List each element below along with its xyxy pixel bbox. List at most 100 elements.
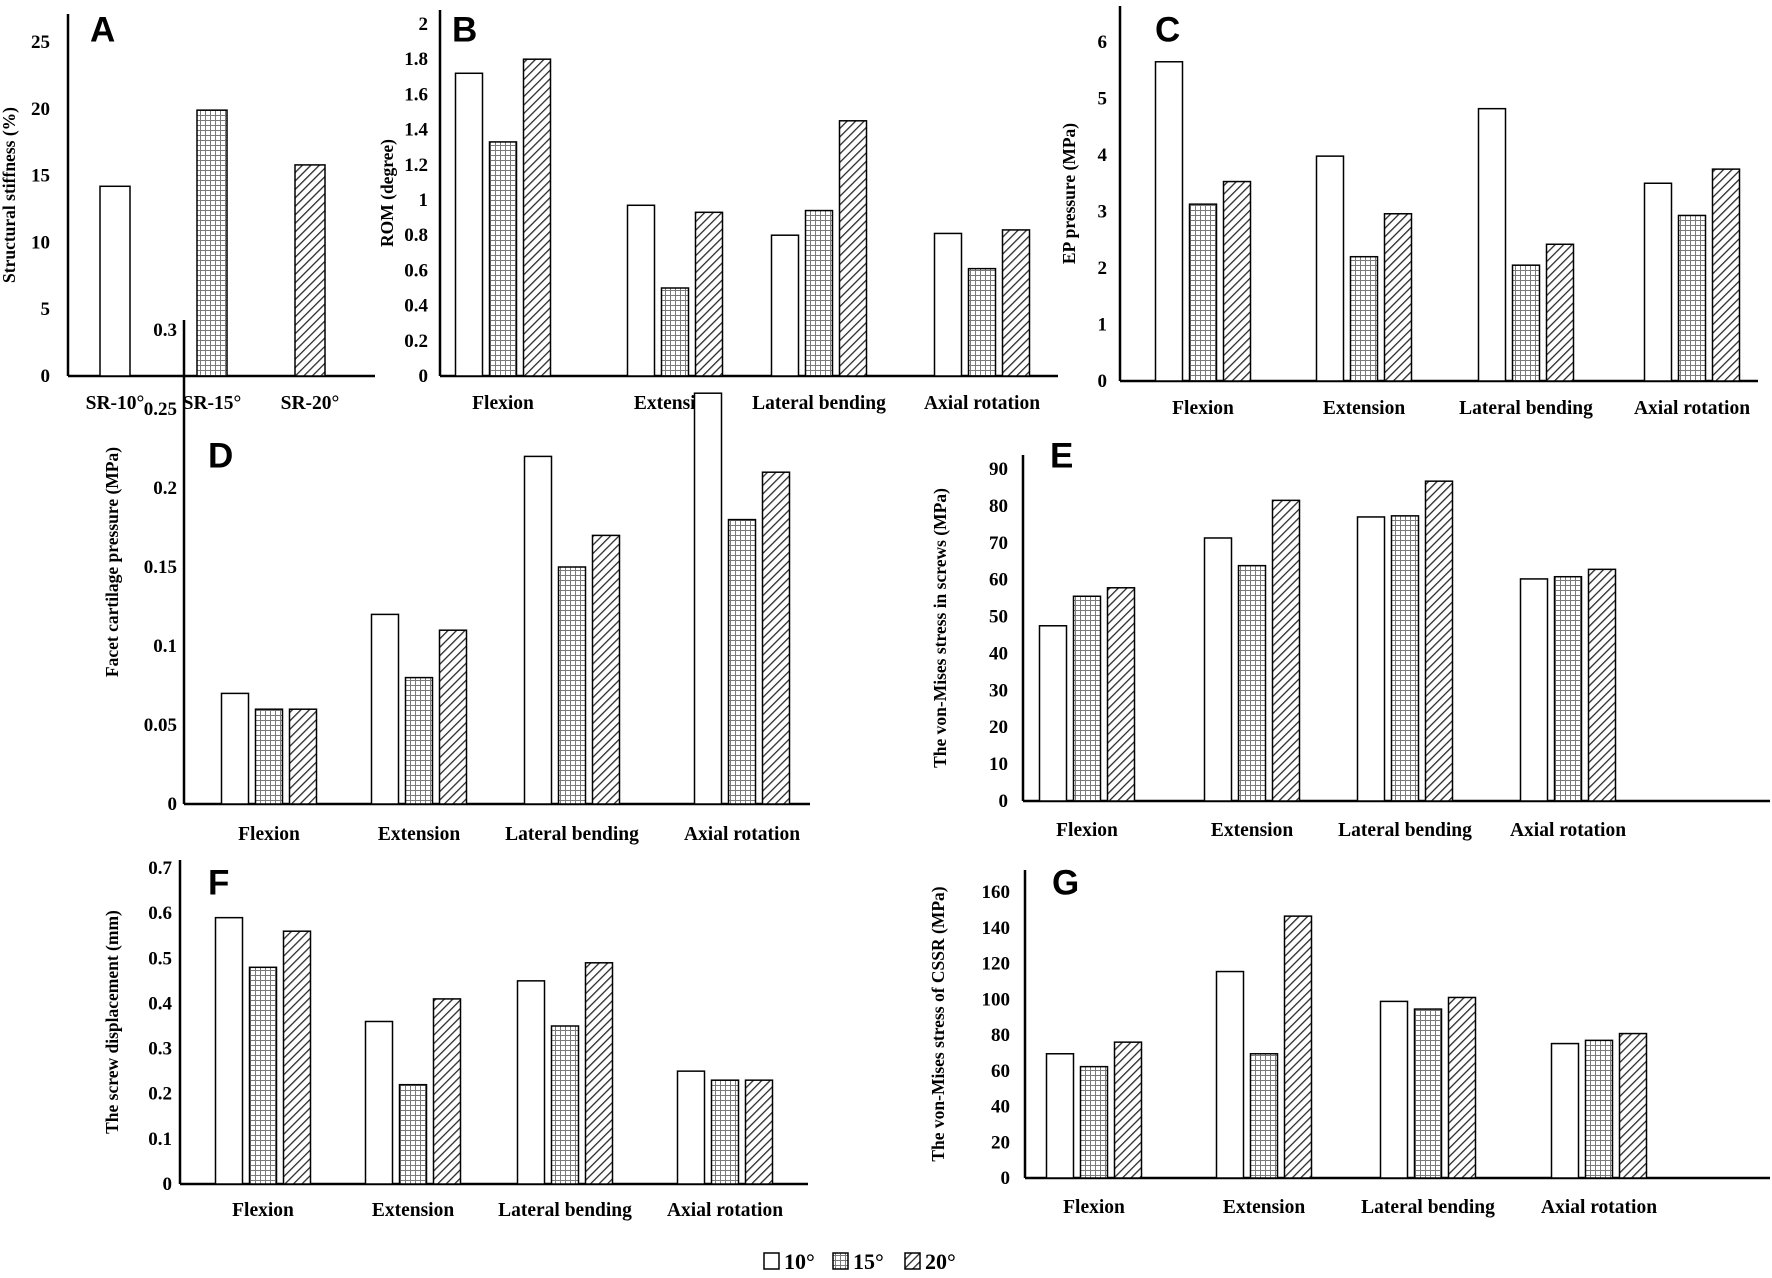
x-category-label: Extension xyxy=(1223,1197,1306,1218)
y-tick-label: 0.05 xyxy=(144,715,177,736)
chart-panel-e: 0 10 20 30 40 50 60 70 80 90 The von-Mises stress … xyxy=(930,436,1770,841)
y-tick-label: 5 xyxy=(41,299,51,320)
x-category-label: SR-10° xyxy=(86,393,145,414)
bar-series-1 xyxy=(220,692,250,805)
bar-series-2 xyxy=(550,1025,580,1185)
x-category-label: Lateral bending xyxy=(752,393,886,414)
bar-series-2 xyxy=(804,209,834,377)
chart-panel-a: 0 5 10 15 20 25 Structural stiffness (%) A SR-10… xyxy=(0,10,375,414)
legend-swatch xyxy=(832,1252,849,1270)
y-tick-label: 0.1 xyxy=(153,636,177,657)
bar-series-3 xyxy=(1545,243,1575,382)
x-category-label: Axial rotation xyxy=(1634,398,1750,419)
bar-series-1 xyxy=(1315,155,1345,382)
bar-series-3 xyxy=(591,534,621,805)
x-category-label: Flexion xyxy=(238,824,300,845)
bar-series-2 xyxy=(1188,203,1218,382)
bar-series-1 xyxy=(1045,1053,1075,1179)
y-tick-label: 90 xyxy=(989,459,1008,480)
y-tick-label: 60 xyxy=(991,1061,1010,1082)
y-axis-title: The von-Mises stress of CSSR (MPa) xyxy=(928,886,948,1161)
bar-series-3 xyxy=(1001,229,1031,377)
y-tick-label: 0.1 xyxy=(148,1129,172,1150)
y-tick-label: 40 xyxy=(989,643,1008,664)
y-tick-label: 15 xyxy=(31,166,50,187)
y-tick-label: 10 xyxy=(989,754,1008,775)
y-tick-label: 3 xyxy=(1098,202,1108,223)
y-tick-label: 6 xyxy=(1098,32,1108,53)
bar-series-3 xyxy=(432,998,462,1185)
bar-series-1 xyxy=(214,916,244,1185)
bar-series-2 xyxy=(1349,255,1379,382)
x-category-label: Extension xyxy=(378,824,461,845)
panel-label: G xyxy=(1052,863,1079,902)
bar-series-2 xyxy=(1237,564,1267,802)
bar-series-1 xyxy=(1643,182,1673,382)
y-tick-label: 0.2 xyxy=(153,478,177,499)
bar-series-1 xyxy=(1038,625,1068,802)
bar-series-3 xyxy=(838,120,868,377)
bar-series-1 xyxy=(454,72,484,377)
legend-item: 10° xyxy=(763,1249,815,1274)
x-category-label: Lateral bending xyxy=(1338,820,1472,841)
y-tick-label: 0 xyxy=(1001,1168,1011,1189)
y-axis-title: Structural stiffness (%) xyxy=(0,107,19,283)
bar-series-1 xyxy=(370,613,400,805)
panel-label: A xyxy=(90,10,115,49)
bar-series-2 xyxy=(967,267,997,377)
y-tick-label: 160 xyxy=(982,882,1011,903)
y-tick-label: 80 xyxy=(991,1025,1010,1046)
bar-series-3 xyxy=(522,58,552,377)
legend-item: 15° xyxy=(832,1249,884,1274)
y-tick-label: 1 xyxy=(1098,315,1108,336)
bar-series-2 xyxy=(254,708,284,805)
y-tick-label: 100 xyxy=(982,989,1011,1010)
bar-sr-20- xyxy=(294,164,326,377)
x-category-label: Lateral bending xyxy=(505,824,639,845)
bar-series-3 xyxy=(1587,568,1617,802)
y-tick-label: 1.2 xyxy=(404,155,428,176)
y-tick-label: 0.5 xyxy=(148,948,172,969)
y-tick-label: 1.8 xyxy=(404,49,428,70)
x-category-label: SR-20° xyxy=(281,393,340,414)
x-category-label: Extension xyxy=(372,1200,455,1221)
y-axis-title: The von-Mises stress in screws (MPa) xyxy=(930,488,950,768)
bar-series-3 xyxy=(1283,915,1313,1179)
y-tick-label: 10 xyxy=(31,232,50,253)
panel-label: B xyxy=(452,10,477,49)
y-tick-label: 1.6 xyxy=(404,84,428,105)
y-tick-label: 0.4 xyxy=(404,296,428,317)
bar-series-2 xyxy=(557,566,587,805)
bar-series-3 xyxy=(1383,213,1413,382)
bar-sr-10- xyxy=(99,185,131,377)
bar-series-3 xyxy=(1618,1032,1648,1179)
x-category-label: Extension xyxy=(1323,398,1406,419)
bar-series-3 xyxy=(761,471,791,805)
bar-series-1 xyxy=(523,455,553,805)
legend-label: 15° xyxy=(853,1249,884,1274)
y-tick-label: 0.4 xyxy=(148,993,172,1014)
bar-series-3 xyxy=(1113,1041,1143,1179)
y-tick-label: 30 xyxy=(989,680,1008,701)
y-tick-label: 5 xyxy=(1098,89,1108,110)
x-category-label: Flexion xyxy=(1056,820,1118,841)
y-tick-label: 0.7 xyxy=(148,858,172,879)
panel-label: E xyxy=(1050,436,1073,475)
y-tick-label: 0 xyxy=(419,366,429,387)
y-tick-label: 2 xyxy=(1098,258,1108,279)
bar-series-2 xyxy=(710,1079,740,1185)
bar-series-3 xyxy=(694,211,724,377)
y-tick-label: 20 xyxy=(991,1132,1010,1153)
y-tick-label: 25 xyxy=(31,32,50,53)
x-category-label: Lateral bending xyxy=(498,1200,632,1221)
bar-series-2 xyxy=(248,966,278,1185)
bar-series-2 xyxy=(488,141,518,377)
y-tick-label: 0 xyxy=(999,791,1009,812)
y-tick-label: 1 xyxy=(419,190,429,211)
x-category-label: Lateral bending xyxy=(1361,1197,1495,1218)
bar-series-3 xyxy=(1711,168,1741,382)
bar-series-2 xyxy=(1511,264,1541,382)
chart-panel-g: 0 20 40 60 80 100 120 140 160 The von-Mises stres… xyxy=(928,863,1770,1218)
bar-series-2 xyxy=(1584,1039,1614,1179)
